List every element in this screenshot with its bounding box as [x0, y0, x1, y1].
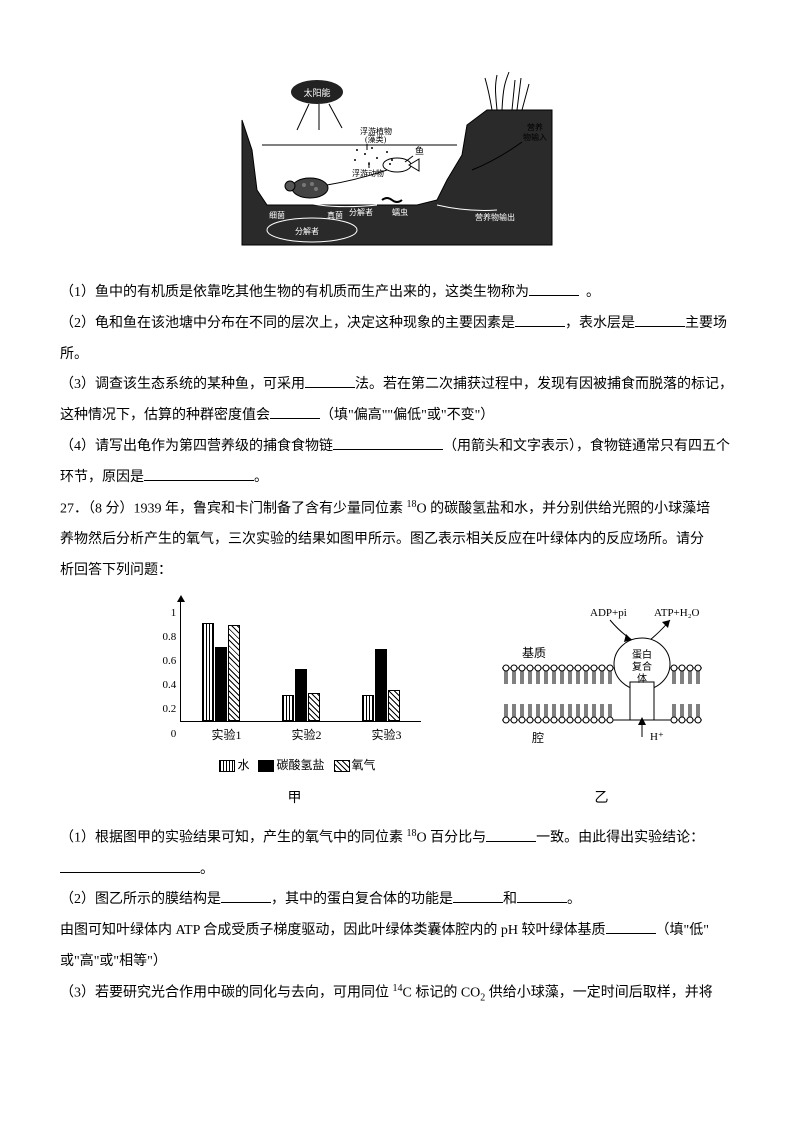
decomposer-label: 分解者 [295, 226, 319, 236]
q26-4a: （4）请写出龟作为第四营养级的捕食食物链（用箭头和文字表示），食物链通常只有四五… [60, 432, 734, 463]
diagram-yi-title: 乙 [492, 784, 712, 815]
svg-text:物输入: 物输入 [523, 132, 547, 142]
svg-text:ATP+H₂O: ATP+H₂O [654, 607, 700, 619]
svg-text:腔: 腔 [532, 730, 544, 745]
q27-2b: 由图可知叶绿体内 ATP 合成受质子梯度驱动，因此叶绿体类囊体腔内的 pH 较叶… [60, 916, 734, 947]
q27-2a: （2）图乙所示的膜结构是，其中的蛋白复合体的功能是和。 [60, 885, 734, 916]
chart-jia-title: 甲 [163, 784, 427, 815]
sun-label: 太阳能 [303, 87, 330, 98]
svg-text:(藻类): (藻类) [365, 134, 387, 144]
svg-text:复合: 复合 [632, 660, 652, 673]
turtle-label: 龟 [279, 161, 288, 172]
q26-2b: 所。 [60, 340, 734, 371]
bacteria-label: 细菌 [269, 210, 285, 220]
worm-label: 蠕虫 [392, 207, 408, 217]
q27-h2: 养物然后分析产生的氧气，三次实验的结果如图甲所示。图乙表示相关反应在叶绿体内的反… [60, 525, 734, 556]
q27-1a: （1）根据图甲的实验结果可知，产生的氧气中的同位素 18O 百分比与一致。由此得… [60, 823, 734, 854]
input-label: 营养 [527, 122, 543, 132]
q27-h3: 析回答下列问题： [60, 556, 734, 587]
svg-text:ADP+pi: ADP+pi [590, 607, 627, 619]
svg-text:基质: 基质 [522, 646, 546, 660]
q26-4b: 环节，原因是。 [60, 463, 734, 494]
bar-chart-jia: 1 0.8 0.6 0.4 0.2 0 [163, 601, 427, 816]
q26-3a: （3）调查该生态系统的某种鱼，可采用法。若在第二次捕获过程中，发现有因被捕食而脱… [60, 370, 734, 401]
pond-svg: 太阳能 [237, 70, 557, 260]
svg-text:分解者: 分解者 [349, 207, 373, 217]
membrane-diagram-yi: ADP+pi ATP+H₂O 基质 蛋白 复合 体 [492, 602, 712, 816]
q26-3b: 这种情况下，估算的种群密度值会（填"偏高""偏低"或"不变"） [60, 401, 734, 432]
q26-2a: （2）龟和鱼在该池塘中分布在不同的层次上，决定这种现象的主要因素是，表水层是主要… [60, 309, 734, 340]
svg-text:蛋白: 蛋白 [632, 648, 652, 661]
pond-ecosystem-figure: 太阳能 [60, 70, 734, 260]
svg-text:体: 体 [637, 673, 647, 685]
q27-3: （3）若要研究光合作用中碳的同化与去向，可用同位 14C 标记的 CO2 供给小… [60, 978, 734, 1009]
q27-h1: 27．（8 分）1939 年，鲁宾和卡门制备了含有少量同位素 18O 的碳酸氢盐… [60, 494, 734, 525]
q27-2c: 或"高"或"相等"） [60, 947, 734, 978]
fish-label: 鱼 [415, 145, 424, 156]
q27-1b: 。 [60, 855, 734, 886]
q26-1: （1）鱼中的有机质是依靠吃其他生物的有机质而生产出来的，这类生物称为 。 [60, 278, 734, 309]
output-label: 营养物输出 [475, 212, 515, 222]
svg-text:H⁺: H⁺ [650, 731, 664, 743]
